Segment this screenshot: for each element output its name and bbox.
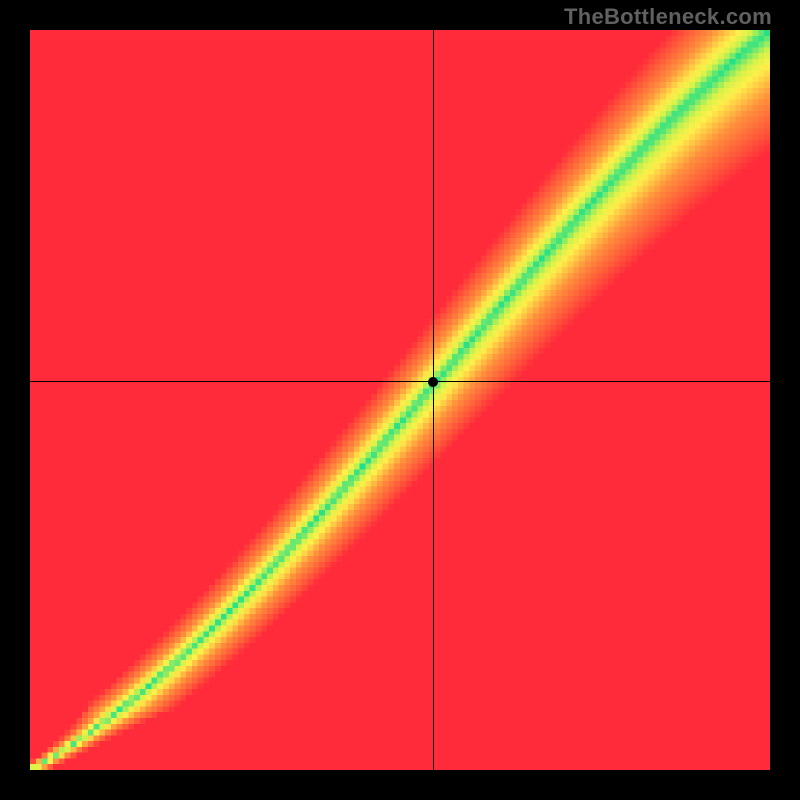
figure-container: TheBottleneck.com (0, 0, 800, 800)
crosshair-vertical (433, 30, 434, 770)
bottleneck-heatmap (30, 30, 770, 770)
crosshair-horizontal (30, 381, 770, 382)
watermark-text: TheBottleneck.com (564, 4, 772, 30)
crosshair-marker (428, 377, 438, 387)
